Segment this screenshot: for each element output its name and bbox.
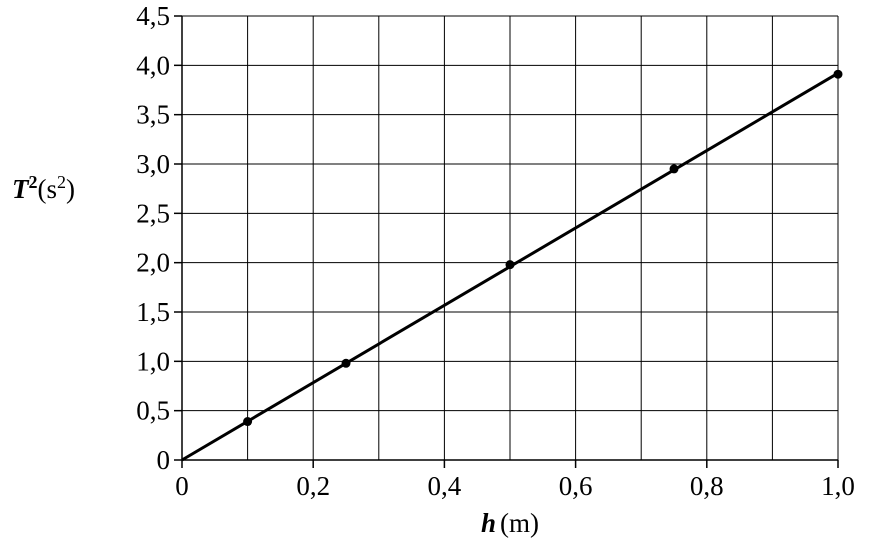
x-tick-label: 0 <box>175 471 189 501</box>
y-label-symbol: T <box>12 174 30 204</box>
y-tick-label: 2,0 <box>136 248 170 278</box>
y-tick-label: 1,0 <box>136 346 170 376</box>
y-label-unit-exp: 2 <box>57 172 66 192</box>
x-tick-label: 0,8 <box>690 471 724 501</box>
fit-line <box>181 71 839 462</box>
y-label-exp: 2 <box>29 172 38 192</box>
y-tick-label: 4,0 <box>136 50 170 80</box>
x-axis-label: h (m) <box>481 508 539 538</box>
y-tick-label: 3,5 <box>136 100 170 130</box>
x-label-symbol: h <box>481 508 496 538</box>
y-label-unit: (s <box>38 174 58 204</box>
y-label-close: ) <box>66 174 75 204</box>
x-tick-label: 1,0 <box>821 471 855 501</box>
y-tick-label: 2,5 <box>136 198 170 228</box>
y-axis-label: T2(s2) <box>12 172 75 204</box>
y-tick-label: 0,5 <box>136 396 170 426</box>
x-tick-label: 0,6 <box>559 471 593 501</box>
y-tick-label: 3,0 <box>136 149 170 179</box>
y-tick-label: 4,5 <box>136 1 170 31</box>
x-tick-label: 0,2 <box>296 471 330 501</box>
x-tick-label: 0,4 <box>428 471 462 501</box>
y-tick-label: 1,5 <box>136 297 170 327</box>
y-tick-label: 0 <box>157 445 171 475</box>
x-label-unit: (m) <box>500 508 539 538</box>
